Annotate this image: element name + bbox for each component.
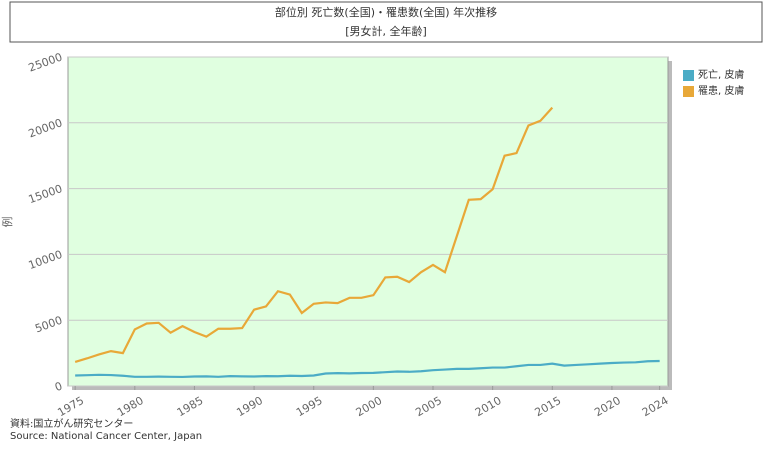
chart-title: 部位別 死亡数(全国)・罹患数(全国) 年次推移 [275, 5, 497, 19]
legend-label: 罹患, 皮膚 [698, 84, 744, 97]
x-tick-label: 2010 [473, 394, 504, 419]
legend-swatch [683, 86, 694, 97]
x-tick-label: 2024 [640, 394, 671, 419]
y-tick-label: 0 [53, 379, 64, 394]
legend-label: 死亡, 皮膚 [698, 68, 744, 81]
y-tick-label: 20000 [27, 116, 64, 140]
y-tick-label: 10000 [27, 248, 64, 272]
x-tick-label: 1975 [55, 394, 86, 419]
data-line [75, 359, 660, 379]
x-tick-label: 1990 [234, 394, 265, 419]
x-tick-label: 1980 [115, 394, 146, 419]
x-tick-label: 2000 [354, 394, 385, 419]
plot-area [67, 56, 669, 387]
x-tick-label: 2005 [413, 394, 444, 419]
x-tick-label: 2015 [533, 394, 564, 419]
source: Source: National Cancer Center, Japan [10, 431, 202, 442]
chart-subtitle: [男女計, 全年齢] [345, 24, 427, 38]
y-tick-label: 5000 [33, 314, 64, 336]
data-line [74, 106, 554, 363]
y-axis-label: 例 [0, 217, 14, 228]
y-tick-label: 15000 [27, 182, 64, 206]
x-tick-label: 1995 [294, 394, 325, 419]
y-tick-label: 25000 [27, 50, 64, 74]
source: 資料:国立がん研究センター [10, 417, 133, 430]
title-box [9, 1, 763, 43]
legend-swatch [683, 70, 694, 81]
x-tick-label: 1985 [175, 394, 206, 419]
x-tick-label: 2020 [592, 394, 623, 419]
